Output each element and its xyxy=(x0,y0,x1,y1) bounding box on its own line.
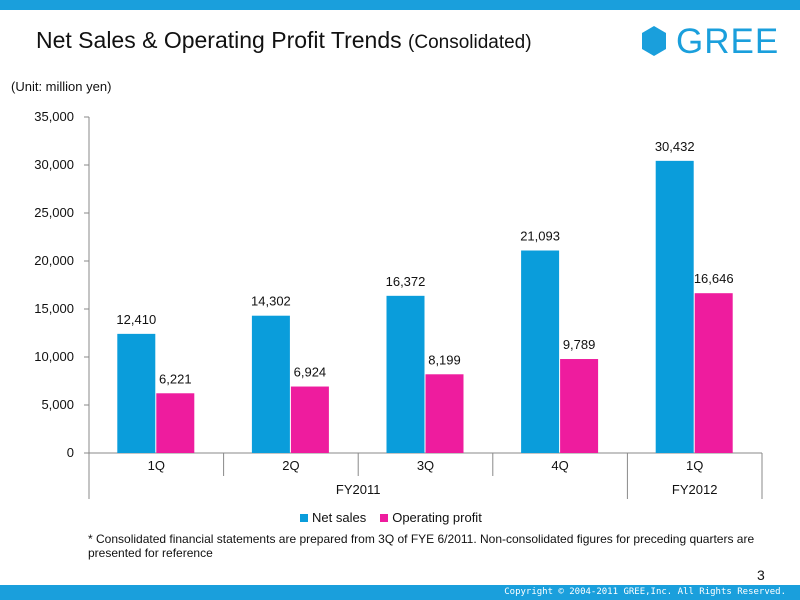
bar-chart: 0 5,000 10,000 15,000 20,000 25,000 30,000 35,0… xyxy=(34,109,763,499)
data-label-net-sales: 14,302 xyxy=(251,294,291,309)
logo-hexagon-icon xyxy=(642,26,666,56)
bar-operating-profit xyxy=(290,386,329,453)
legend-swatch-net-sales xyxy=(300,513,308,522)
x-tick-label: 4Q xyxy=(551,458,568,473)
title-main: Net Sales & Operating Profit Trends xyxy=(36,27,402,53)
x-tick-label: 1Q xyxy=(148,458,165,473)
bar-operating-profit xyxy=(694,293,733,453)
y-tick-label: 25,000 xyxy=(34,205,74,220)
gree-logo xyxy=(642,26,666,56)
bar-net-sales xyxy=(251,315,290,453)
logo-text: GREE xyxy=(676,22,780,61)
y-tick-label: 30,000 xyxy=(34,157,74,172)
legend-label-operating-profit: Operating profit xyxy=(392,510,482,525)
bar-operating-profit xyxy=(560,359,599,453)
data-label-operating-profit: 8,199 xyxy=(428,352,461,367)
y-tick-label: 10,000 xyxy=(34,349,74,364)
data-label-operating-profit: 9,789 xyxy=(563,337,596,352)
legend-label-net-sales: Net sales xyxy=(312,510,367,525)
data-label-net-sales: 12,410 xyxy=(116,312,156,327)
y-tick-label: 0 xyxy=(67,445,74,460)
x-group-label: FY2012 xyxy=(672,482,718,497)
data-label-operating-profit: 6,221 xyxy=(159,371,192,386)
page-title: Net Sales & Operating Profit Trends (Con… xyxy=(36,27,532,54)
chart-legend: Net sales Operating profit xyxy=(300,510,482,525)
bar-net-sales xyxy=(117,333,156,453)
bar-operating-profit xyxy=(156,393,195,453)
data-label-net-sales: 30,432 xyxy=(655,139,695,154)
copyright-text: Copyright © 2004-2011 GREE,Inc. All Righ… xyxy=(504,587,786,597)
y-tick-label: 20,000 xyxy=(34,253,74,268)
data-label-net-sales: 16,372 xyxy=(386,274,426,289)
title-subtitle: (Consolidated) xyxy=(408,32,532,53)
data-label-operating-profit: 16,646 xyxy=(694,271,734,286)
bottom-accent-bar xyxy=(0,585,800,600)
bar-net-sales xyxy=(386,295,425,453)
y-tick-label: 5,000 xyxy=(41,397,74,412)
x-group-label: FY2011 xyxy=(336,482,381,497)
top-accent-bar xyxy=(0,0,800,10)
legend-swatch-operating-profit xyxy=(380,513,389,522)
unit-label: (Unit: million yen) xyxy=(11,79,112,94)
page-number: 3 xyxy=(757,567,765,583)
footnote: * Consolidated financial statements are … xyxy=(88,532,755,560)
y-tick-label: 35,000 xyxy=(34,109,74,124)
bar-operating-profit xyxy=(425,374,464,453)
y-tick-label: 15,000 xyxy=(34,301,74,316)
data-label-operating-profit: 6,924 xyxy=(294,365,327,380)
x-tick-label: 1Q xyxy=(686,458,703,473)
legend-item-operating-profit: Operating profit xyxy=(380,510,482,525)
x-tick-label: 3Q xyxy=(417,458,434,473)
bar-net-sales xyxy=(655,160,694,454)
legend-item-net-sales: Net sales xyxy=(300,510,366,525)
x-tick-label: 2Q xyxy=(282,458,299,473)
bar-net-sales xyxy=(521,250,560,453)
data-label-net-sales: 21,093 xyxy=(520,229,560,244)
